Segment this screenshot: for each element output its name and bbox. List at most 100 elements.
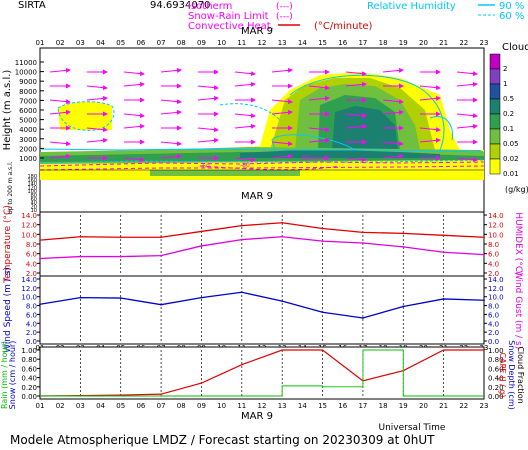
top-hour-10: 10 <box>217 39 226 47</box>
precip-frame <box>39 346 485 400</box>
low-height-tick-180: 180 <box>27 174 37 180</box>
wind-arrow <box>86 127 108 133</box>
temperature-tick-6: 6.0 <box>26 251 37 259</box>
bottom-hour-16: 16 <box>338 402 347 410</box>
top-hour-20: 20 <box>419 39 428 47</box>
wind-arrow <box>234 113 256 119</box>
height-tick-10000: 10000 <box>15 69 37 77</box>
precip-xlabel: Universal Time <box>379 423 446 433</box>
wind-arrow <box>345 71 367 77</box>
temperature-tick-right-12: 12.0 <box>488 222 504 230</box>
temperature-tick-10: 10.0 <box>21 231 37 239</box>
precip-tick-0.4: 0.40 <box>21 375 37 383</box>
wind-tick-right-14: 14.0 <box>488 276 504 284</box>
wind-arrow <box>308 95 330 101</box>
wind-arrow <box>123 81 145 87</box>
wind-tick-right-4: 4.0 <box>488 320 499 328</box>
top-hour-15: 15 <box>318 39 327 47</box>
wind-arrow <box>271 141 293 147</box>
top-hour-13: 13 <box>278 39 287 47</box>
top-hour-18: 18 <box>379 39 388 47</box>
top-hour-09: 09 <box>197 39 206 47</box>
wind-arrow <box>456 157 478 163</box>
colorbar-swatch <box>489 83 501 100</box>
wind-tick-4: 4.0 <box>26 320 37 328</box>
temperature-point <box>402 232 405 235</box>
humidity-contours <box>39 74 485 164</box>
cloud-ylabel-small: Up to 200 m a.s.l. <box>7 161 14 214</box>
bottom-hour-19: 19 <box>399 402 408 410</box>
wind-arrow <box>456 81 478 87</box>
top-hour-11: 11 <box>237 39 246 47</box>
wind-arrow <box>419 127 441 133</box>
colorbar-unit: (g/kg) <box>505 185 528 194</box>
precip-tick-right-0.2: 0.20 <box>488 384 504 392</box>
wind-arrow <box>419 85 441 91</box>
top-hour-23: 23 <box>480 39 489 47</box>
bottom-hour-17: 17 <box>358 402 367 410</box>
cloud-fraction-ylabel: Cloud Fraction <box>516 346 525 403</box>
wind-tick-right-12: 12.0 <box>488 285 504 293</box>
wind-point <box>321 311 324 314</box>
humidex-ylabel: HUMIDEX (°C) <box>513 212 523 275</box>
temperature-tick-2: 2.0 <box>26 270 37 278</box>
temperature-point <box>240 224 243 227</box>
wind-arrow <box>271 67 293 73</box>
date-label-top: MAR 9 <box>241 26 273 37</box>
top-hour-07: 07 <box>157 39 166 47</box>
temperature-point <box>160 254 162 257</box>
temperature-series <box>39 221 485 260</box>
wind-tick-right-2: 2.0 <box>488 329 499 337</box>
bottom-hour-06: 06 <box>136 402 145 410</box>
temperature-tick-12: 12.0 <box>21 222 37 230</box>
wind-point <box>79 296 82 299</box>
bottom-hour-13: 13 <box>278 402 287 410</box>
cloud-y-axis: 1100010000900080007000600050004000300020… <box>15 59 44 214</box>
height-tick-2000: 2000 <box>19 145 37 153</box>
bottom-hour-01: 01 <box>36 402 45 410</box>
wind-arrow <box>197 137 219 143</box>
wind-tick-right-8: 8.0 <box>488 303 499 311</box>
temperature-frame <box>39 211 485 277</box>
wind-tick-right-10: 10.0 <box>488 294 504 302</box>
wind-arrow <box>49 99 71 105</box>
temperature-panel: 2.0 2.04.0 4.06.0 6.08.0 8.010.0 10.012.0 12.0… <box>3 205 523 284</box>
bottom-hour-23: 23 <box>480 402 489 410</box>
colorbar-level-0.05: 0.05 <box>503 140 519 148</box>
bottom-hour-18: 18 <box>379 402 388 410</box>
height-tick-4000: 4000 <box>19 126 37 134</box>
temperature-tick-right-2: 2.0 <box>488 270 499 278</box>
height-tick-3000: 3000 <box>19 136 37 144</box>
colorbar-level-0.2: 0.2 <box>503 110 514 118</box>
colorbar-swatch <box>489 113 501 130</box>
wind-arrow <box>419 95 441 101</box>
wind-arrow <box>271 99 293 105</box>
bottom-hour-08: 08 <box>177 402 186 410</box>
colorbar-swatch <box>489 68 501 85</box>
snow-ylabel: Snow (cm / hour) <box>8 341 17 410</box>
wind-arrow <box>345 123 367 129</box>
temperature-tick-right-6: 6.0 <box>488 251 499 259</box>
low-height-tick-120: 120 <box>27 185 37 191</box>
wind-y-axis: 0.0 0.02.0 2.04.0 4.06.0 6.08.0 8.010.0 10.012… <box>21 276 503 346</box>
wind-arrow <box>160 109 182 115</box>
temperature-point <box>321 227 324 230</box>
wind-tick-right-0: 0.0 <box>488 338 499 346</box>
height-tick-7000: 7000 <box>19 97 37 105</box>
temperature-point <box>119 236 122 239</box>
temperature-point <box>362 242 364 244</box>
wind-arrow <box>49 67 71 73</box>
wind-arrow <box>234 123 256 129</box>
wind-arrow <box>49 109 71 115</box>
wind-point <box>281 300 284 303</box>
legend-rh-label: Relative Humidity <box>367 1 456 12</box>
wind-point <box>160 303 162 306</box>
height-tick-11000: 11000 <box>15 59 37 67</box>
wind-arrow <box>123 157 145 163</box>
low-height-tick-80: 80 <box>31 193 37 199</box>
top-hour-01: 01 <box>36 39 45 47</box>
wind-panel: 0.0 0.02.0 2.04.0 4.06.0 6.08.0 8.010.0 10.012… <box>3 267 523 353</box>
temperature-point <box>240 238 243 241</box>
colorbar-level-0.1: 0.1 <box>503 125 514 133</box>
legend-snowrain-suffix: (---) <box>276 12 293 22</box>
